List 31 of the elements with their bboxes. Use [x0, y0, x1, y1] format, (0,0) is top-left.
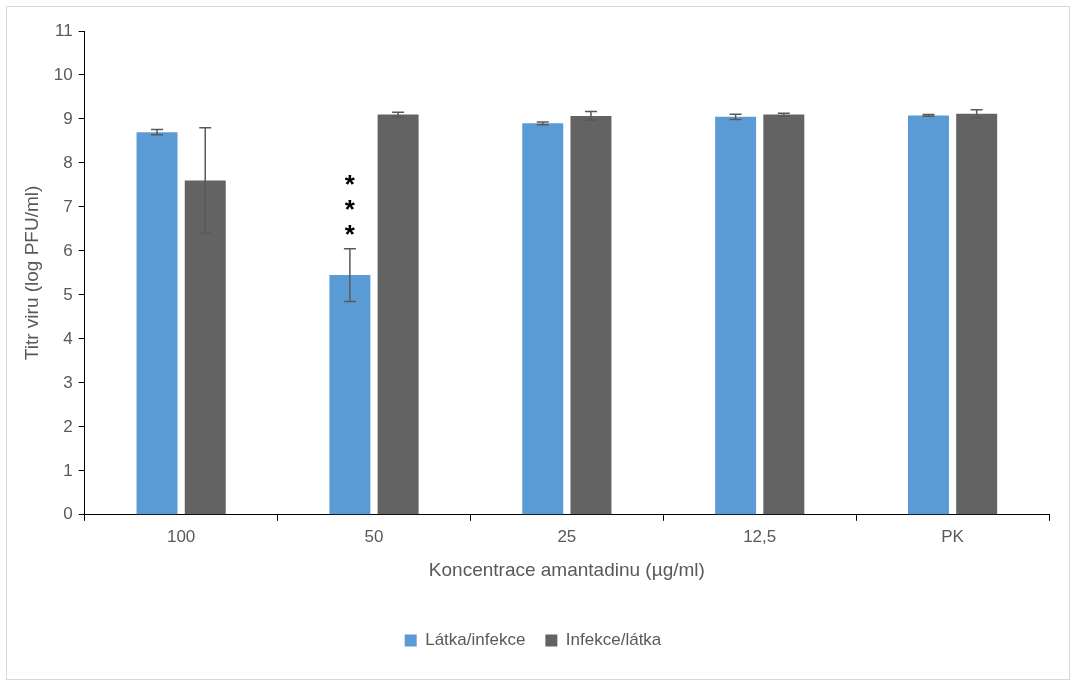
bar — [956, 113, 998, 515]
x-tick-label: 12,5 — [743, 526, 777, 546]
x-tick-label: 100 — [166, 526, 196, 546]
y-tick-label: 1 — [63, 460, 73, 480]
y-tick-label: 7 — [63, 196, 73, 216]
y-tick-label: 5 — [63, 284, 73, 304]
bar — [522, 123, 564, 515]
bar — [715, 116, 757, 515]
bar — [136, 132, 178, 515]
bar — [329, 275, 371, 515]
bar — [377, 114, 419, 515]
annotation: *** — [344, 168, 356, 249]
legend-label: Látka/infekce — [425, 630, 526, 650]
y-tick-label: 4 — [63, 328, 73, 348]
bar — [907, 115, 949, 515]
y-axis-title: Titr viru (log PFU/ml) — [20, 185, 42, 361]
y-tick-label: 9 — [63, 108, 73, 128]
bar — [763, 114, 805, 515]
x-tick-label: PK — [941, 526, 965, 546]
y-tick-label: 0 — [63, 504, 73, 524]
y-tick-label: 3 — [63, 372, 73, 392]
x-tick-label: 50 — [364, 526, 384, 546]
y-tick-label: 8 — [63, 152, 73, 172]
x-axis-title: Koncentrace amantadinu (µg/ml) — [428, 558, 705, 580]
x-tick-label: 25 — [557, 526, 577, 546]
legend-label: Infekce/látka — [565, 630, 662, 650]
y-tick-label: 11 — [55, 20, 73, 40]
y-tick-label: 10 — [53, 64, 73, 84]
bar — [570, 115, 612, 515]
y-tick-label: 6 — [63, 240, 73, 260]
y-tick-label: 2 — [63, 416, 73, 436]
